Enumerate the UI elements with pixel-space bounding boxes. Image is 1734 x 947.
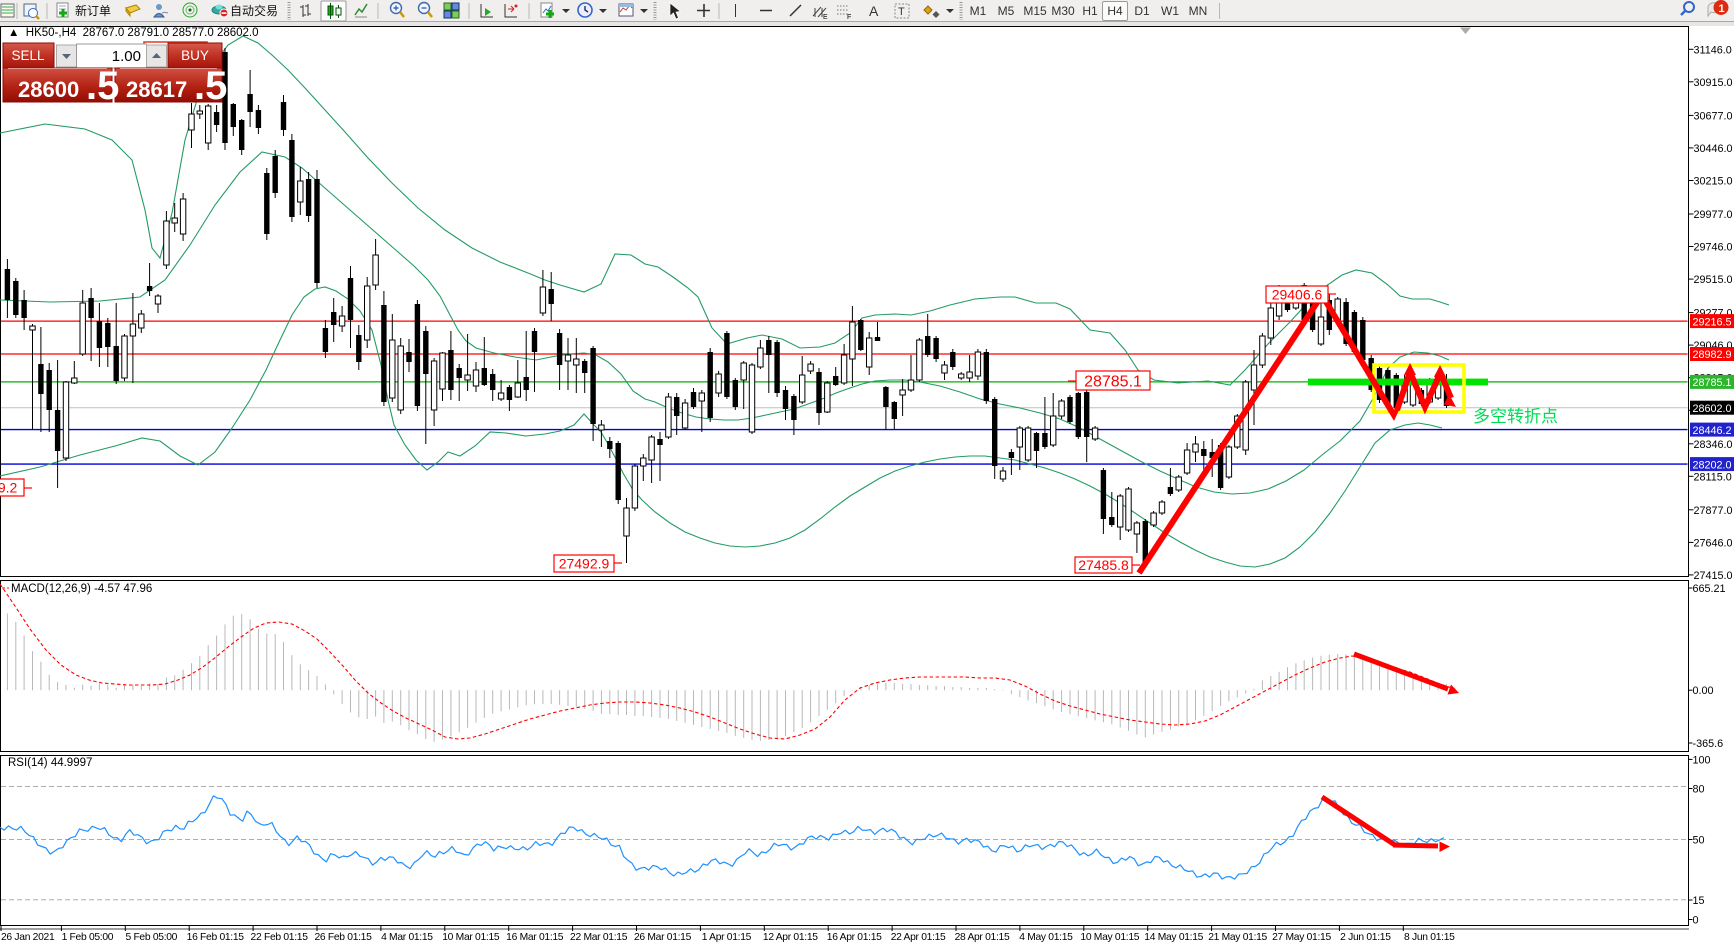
svg-text:30446.0: 30446.0: [1694, 143, 1733, 155]
svg-text:28785.1: 28785.1: [1084, 373, 1142, 390]
svg-text:.5: .5: [194, 64, 227, 108]
svg-text:27646.0: 27646.0: [1694, 537, 1733, 549]
svg-text:16 Mar 01:15: 16 Mar 01:15: [506, 932, 564, 943]
svg-text:1: 1: [1719, 3, 1725, 15]
svg-text:26 Mar 01:15: 26 Mar 01:15: [634, 932, 692, 943]
svg-text:16 Apr 01:15: 16 Apr 01:15: [827, 932, 882, 943]
svg-text:30215.0: 30215.0: [1694, 176, 1733, 188]
svg-text:RSI(14) 44.9997: RSI(14) 44.9997: [8, 757, 92, 769]
svg-text:28 Apr 01:15: 28 Apr 01:15: [955, 932, 1010, 943]
svg-text:5 Feb 05:00: 5 Feb 05:00: [125, 932, 177, 943]
svg-text:1.00: 1.00: [112, 48, 141, 65]
svg-text:26 Feb 01:15: 26 Feb 01:15: [314, 932, 372, 943]
svg-text:2 Jun 01:15: 2 Jun 01:15: [1340, 932, 1391, 943]
svg-text:50: 50: [1693, 835, 1705, 847]
svg-text:28446.2: 28446.2: [1693, 425, 1732, 437]
svg-text:多空转折点: 多空转折点: [1473, 407, 1558, 426]
svg-text:30915.0: 30915.0: [1694, 77, 1733, 89]
svg-text:1 Apr 01:15: 1 Apr 01:15: [702, 932, 752, 943]
svg-text:14 May 01:15: 14 May 01:15: [1144, 932, 1203, 943]
svg-text:29977.0: 29977.0: [1694, 209, 1733, 221]
svg-text:29515.0: 29515.0: [1694, 274, 1733, 286]
svg-text:28785.1: 28785.1: [1693, 377, 1732, 389]
svg-text:28617: 28617: [126, 77, 187, 102]
svg-text:28346.0: 28346.0: [1694, 439, 1733, 451]
svg-text:29406.6: 29406.6: [1272, 287, 1323, 303]
svg-text:28600: 28600: [18, 77, 79, 102]
svg-text:A: A: [869, 3, 879, 19]
svg-text:22 Feb 01:15: 22 Feb 01:15: [251, 932, 309, 943]
svg-text:27877.0: 27877.0: [1694, 505, 1733, 517]
svg-text:28115.0: 28115.0: [1694, 471, 1732, 483]
svg-text:SELL: SELL: [11, 48, 45, 63]
svg-text:28982.9: 28982.9: [1693, 349, 1732, 361]
svg-text:F: F: [847, 14, 851, 21]
svg-text:29216.5: 29216.5: [1693, 316, 1732, 328]
svg-text:27485.8: 27485.8: [1078, 557, 1129, 573]
svg-text:4 Mar 01:15: 4 Mar 01:15: [381, 932, 433, 943]
svg-text:29746.0: 29746.0: [1694, 242, 1733, 254]
svg-text:26 Jan 2021: 26 Jan 2021: [1, 932, 55, 943]
svg-text:15: 15: [1693, 895, 1705, 907]
svg-text:28602.0: 28602.0: [1693, 403, 1732, 415]
svg-text:-365.6: -365.6: [1693, 738, 1724, 750]
svg-text:1 Feb 05:00: 1 Feb 05:00: [62, 932, 114, 943]
svg-text:T: T: [898, 6, 905, 18]
svg-text:10 Mar 01:15: 10 Mar 01:15: [442, 932, 500, 943]
svg-text:16 Feb 01:15: 16 Feb 01:15: [187, 932, 245, 943]
svg-text:BUY: BUY: [181, 48, 209, 63]
svg-text:28202.0: 28202.0: [1693, 459, 1732, 471]
svg-text:80: 80: [1693, 784, 1705, 796]
svg-text:E: E: [823, 14, 828, 21]
svg-text:0: 0: [1693, 915, 1699, 927]
svg-text:100: 100: [1693, 754, 1711, 766]
svg-text:12 Apr 01:15: 12 Apr 01:15: [763, 932, 818, 943]
svg-text:27 May 01:15: 27 May 01:15: [1272, 932, 1331, 943]
svg-text:665.21: 665.21: [1693, 583, 1726, 595]
svg-text:8 Jun 01:15: 8 Jun 01:15: [1404, 932, 1455, 943]
svg-text:.5: .5: [86, 64, 119, 108]
svg-text:MACD(12,26,9) -4.57 47.96: MACD(12,26,9) -4.57 47.96: [11, 583, 152, 595]
svg-text:27415.0: 27415.0: [1694, 570, 1733, 582]
svg-text:22 Apr 01:15: 22 Apr 01:15: [891, 932, 946, 943]
svg-text:28039.2: 28039.2: [0, 480, 18, 496]
svg-text:0.00: 0.00: [1693, 685, 1714, 697]
svg-text:10 May 01:15: 10 May 01:15: [1080, 932, 1139, 943]
svg-text:21 May 01:15: 21 May 01:15: [1208, 932, 1267, 943]
svg-text:30677.0: 30677.0: [1694, 110, 1733, 122]
svg-text:新订单: 新订单: [75, 3, 111, 18]
svg-text:自动交易: 自动交易: [230, 3, 278, 18]
svg-text:27492.9: 27492.9: [559, 556, 610, 572]
svg-text:4 May 01:15: 4 May 01:15: [1019, 932, 1073, 943]
svg-text:22 Mar 01:15: 22 Mar 01:15: [570, 932, 628, 943]
svg-text:31146.0: 31146.0: [1694, 44, 1732, 56]
